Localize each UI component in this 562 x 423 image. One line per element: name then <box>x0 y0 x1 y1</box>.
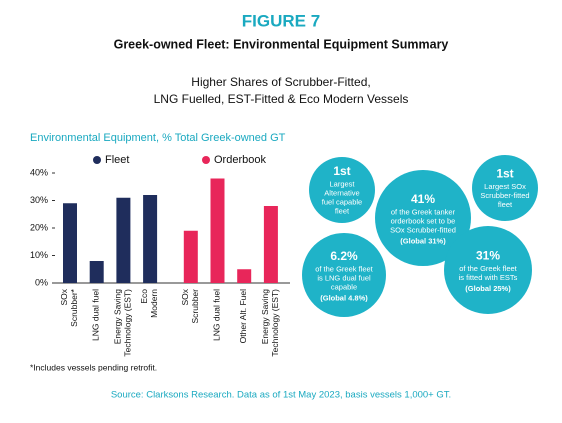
x-tick-label: Energy SavingTechnology (EST) <box>260 289 280 357</box>
bar <box>143 195 158 283</box>
x-tick-label: EcoModern <box>139 289 159 318</box>
bubble-text: of the Greek fleet <box>315 264 373 273</box>
chart-title: Environmental Equipment, % Total Greek-o… <box>30 132 286 144</box>
x-tick-label: LNG dual fuel <box>91 289 101 341</box>
bubble-text: Largest SOx <box>484 182 526 191</box>
bubble-headline: 1st <box>333 164 350 178</box>
bubble-text: fleet <box>335 206 350 215</box>
info-bubble <box>302 233 386 317</box>
source: Source: Clarksons Research. Data as of 1… <box>111 390 451 401</box>
info-bubble <box>444 226 532 314</box>
bubble-text: SOx Scrubber-fitted <box>390 225 456 234</box>
bubble-text: of the Greek tanker <box>391 207 456 216</box>
x-tick-label: Energy SavingTechnology (EST) <box>113 289 133 357</box>
x-tick-label: SOxScrubber <box>180 288 200 323</box>
bubble-headline: 1st <box>496 167 513 181</box>
info-bubble <box>375 170 471 266</box>
bar <box>237 269 252 283</box>
bubble-text: of the Greek fleet <box>459 264 517 273</box>
legend-label: Orderbook <box>214 154 266 166</box>
bubble-text: Largest <box>329 179 355 188</box>
info-bubble <box>309 157 375 223</box>
y-tick-label: 0% <box>35 277 48 287</box>
bubble-headline: 6.2% <box>330 249 358 263</box>
bubble-text: Scrubber-fitted <box>480 191 529 200</box>
bubble-text: fleet <box>498 200 513 209</box>
bubble-headline: 31% <box>476 249 500 263</box>
bubble-text: fuel capable <box>322 197 362 206</box>
info-bubble <box>472 155 538 221</box>
y-tick-label: 10% <box>30 250 48 260</box>
y-tick-label: 20% <box>30 222 48 232</box>
legend-label: Fleet <box>105 154 129 166</box>
figure-label: FIGURE 7 <box>242 11 320 30</box>
legend-marker <box>93 156 101 164</box>
bar <box>63 203 77 283</box>
bubble-note: (Global 31%) <box>400 236 446 245</box>
x-tick-label: SOxScrubber* <box>59 288 79 327</box>
bubble-text: orderbook set to be <box>391 216 456 225</box>
bubble-note: (Global 25%) <box>465 284 511 293</box>
bubble-headline: 41% <box>411 192 435 206</box>
bar <box>263 206 278 283</box>
x-tick-label: Other Alt. Fuel <box>238 289 248 343</box>
subtitle-line: LNG Fuelled, EST-Fitted & Eco Modern Ves… <box>154 92 409 106</box>
bar <box>183 230 198 283</box>
bubble-note: (Global 4.8%) <box>320 293 368 302</box>
footnote: *Includes vessels pending retrofit. <box>30 362 157 372</box>
bubble-text: is fitted with ESTs <box>459 273 518 282</box>
subtitle-line: Higher Shares of Scrubber-Fitted, <box>191 75 370 89</box>
x-tick-label: LNG dual fuel <box>212 289 222 341</box>
y-tick-label: 40% <box>30 167 48 177</box>
legend-marker <box>202 156 210 164</box>
bar <box>89 261 104 283</box>
y-tick-label: 30% <box>30 195 48 205</box>
bubble-text: is LNG dual fuel <box>317 273 371 282</box>
bubble-text: Alternative <box>324 188 359 197</box>
figure-title: Greek-owned Fleet: Environmental Equipme… <box>114 37 449 51</box>
bar <box>116 197 131 283</box>
bubble-text: capable <box>331 282 357 291</box>
bar <box>210 178 225 283</box>
